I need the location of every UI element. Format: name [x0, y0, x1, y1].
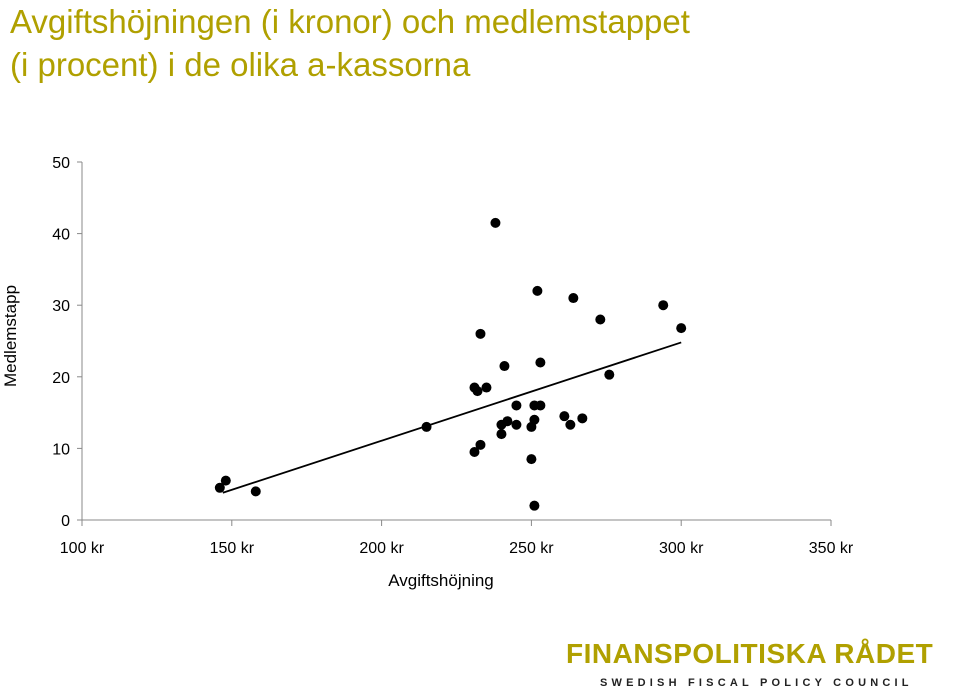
data-point	[220, 475, 231, 486]
data-point	[475, 328, 486, 339]
data-point	[250, 486, 261, 497]
data-point	[490, 217, 501, 228]
data-point	[502, 416, 513, 427]
data-point	[499, 361, 510, 372]
logo-subtitle: SWEDISH FISCAL POLICY COUNCIL	[600, 677, 913, 689]
data-point	[421, 421, 432, 432]
data-point	[511, 419, 522, 430]
data-point	[559, 411, 570, 422]
data-point	[604, 369, 615, 380]
x-tick-label: 250 kr	[509, 540, 554, 557]
data-point	[496, 429, 507, 440]
y-tick-label: 10	[52, 441, 70, 458]
data-point	[676, 323, 687, 334]
data-point	[532, 285, 543, 296]
data-point	[469, 446, 480, 457]
data-point	[511, 400, 522, 411]
x-tick-label: 300 kr	[659, 540, 704, 557]
data-points	[214, 217, 687, 511]
y-tick-label: 40	[52, 227, 70, 244]
data-point	[529, 500, 540, 511]
data-point	[595, 314, 606, 325]
data-point	[529, 414, 540, 425]
data-point	[475, 439, 486, 450]
data-point	[565, 419, 576, 430]
finanspolitiska-radet-logo: FINANSPOLITISKA RÅDET SWEDISH FISCAL POL…	[566, 638, 958, 690]
trend-line	[222, 341, 682, 494]
x-tick-label: 200 kr	[359, 540, 404, 557]
data-point	[535, 400, 546, 411]
y-axis-ticks: 0 10 20 30 40 50	[52, 155, 82, 530]
data-point	[535, 357, 546, 368]
y-tick-label: 30	[52, 298, 70, 315]
chart-title-line-2: (i procent) i de olika a-kassorna	[10, 46, 471, 83]
y-axis-title: Medlemstapp	[1, 285, 20, 387]
data-point	[577, 413, 588, 424]
data-point	[568, 293, 579, 304]
y-tick-label: 50	[52, 155, 70, 172]
x-tick-label: 350 kr	[809, 540, 854, 557]
x-axis-ticks: 100 kr 150 kr 200 kr 250 kr 300 kr 350 kr	[60, 520, 854, 557]
chart-title: Avgiftshöjningen (i kronor) och medlemst…	[10, 0, 910, 86]
data-point	[472, 386, 483, 397]
chart-title-line-1: Avgiftshöjningen (i kronor) och medlemst…	[10, 3, 690, 40]
data-point	[214, 482, 225, 493]
x-axis-title: Avgiftshöjning	[388, 571, 494, 590]
scatter-chart: 0 10 20 30 40 50 100 kr 150 kr 200 kr 250 kr 300 …	[1, 155, 854, 590]
data-point	[526, 454, 537, 465]
y-tick-label: 0	[61, 513, 70, 530]
logo-name: FINANSPOLITISKA RÅDET	[566, 638, 934, 669]
y-tick-label: 20	[52, 370, 70, 387]
data-point	[481, 382, 492, 393]
x-tick-label: 100 kr	[60, 540, 105, 557]
data-point	[658, 300, 669, 311]
x-tick-label: 150 kr	[210, 540, 255, 557]
